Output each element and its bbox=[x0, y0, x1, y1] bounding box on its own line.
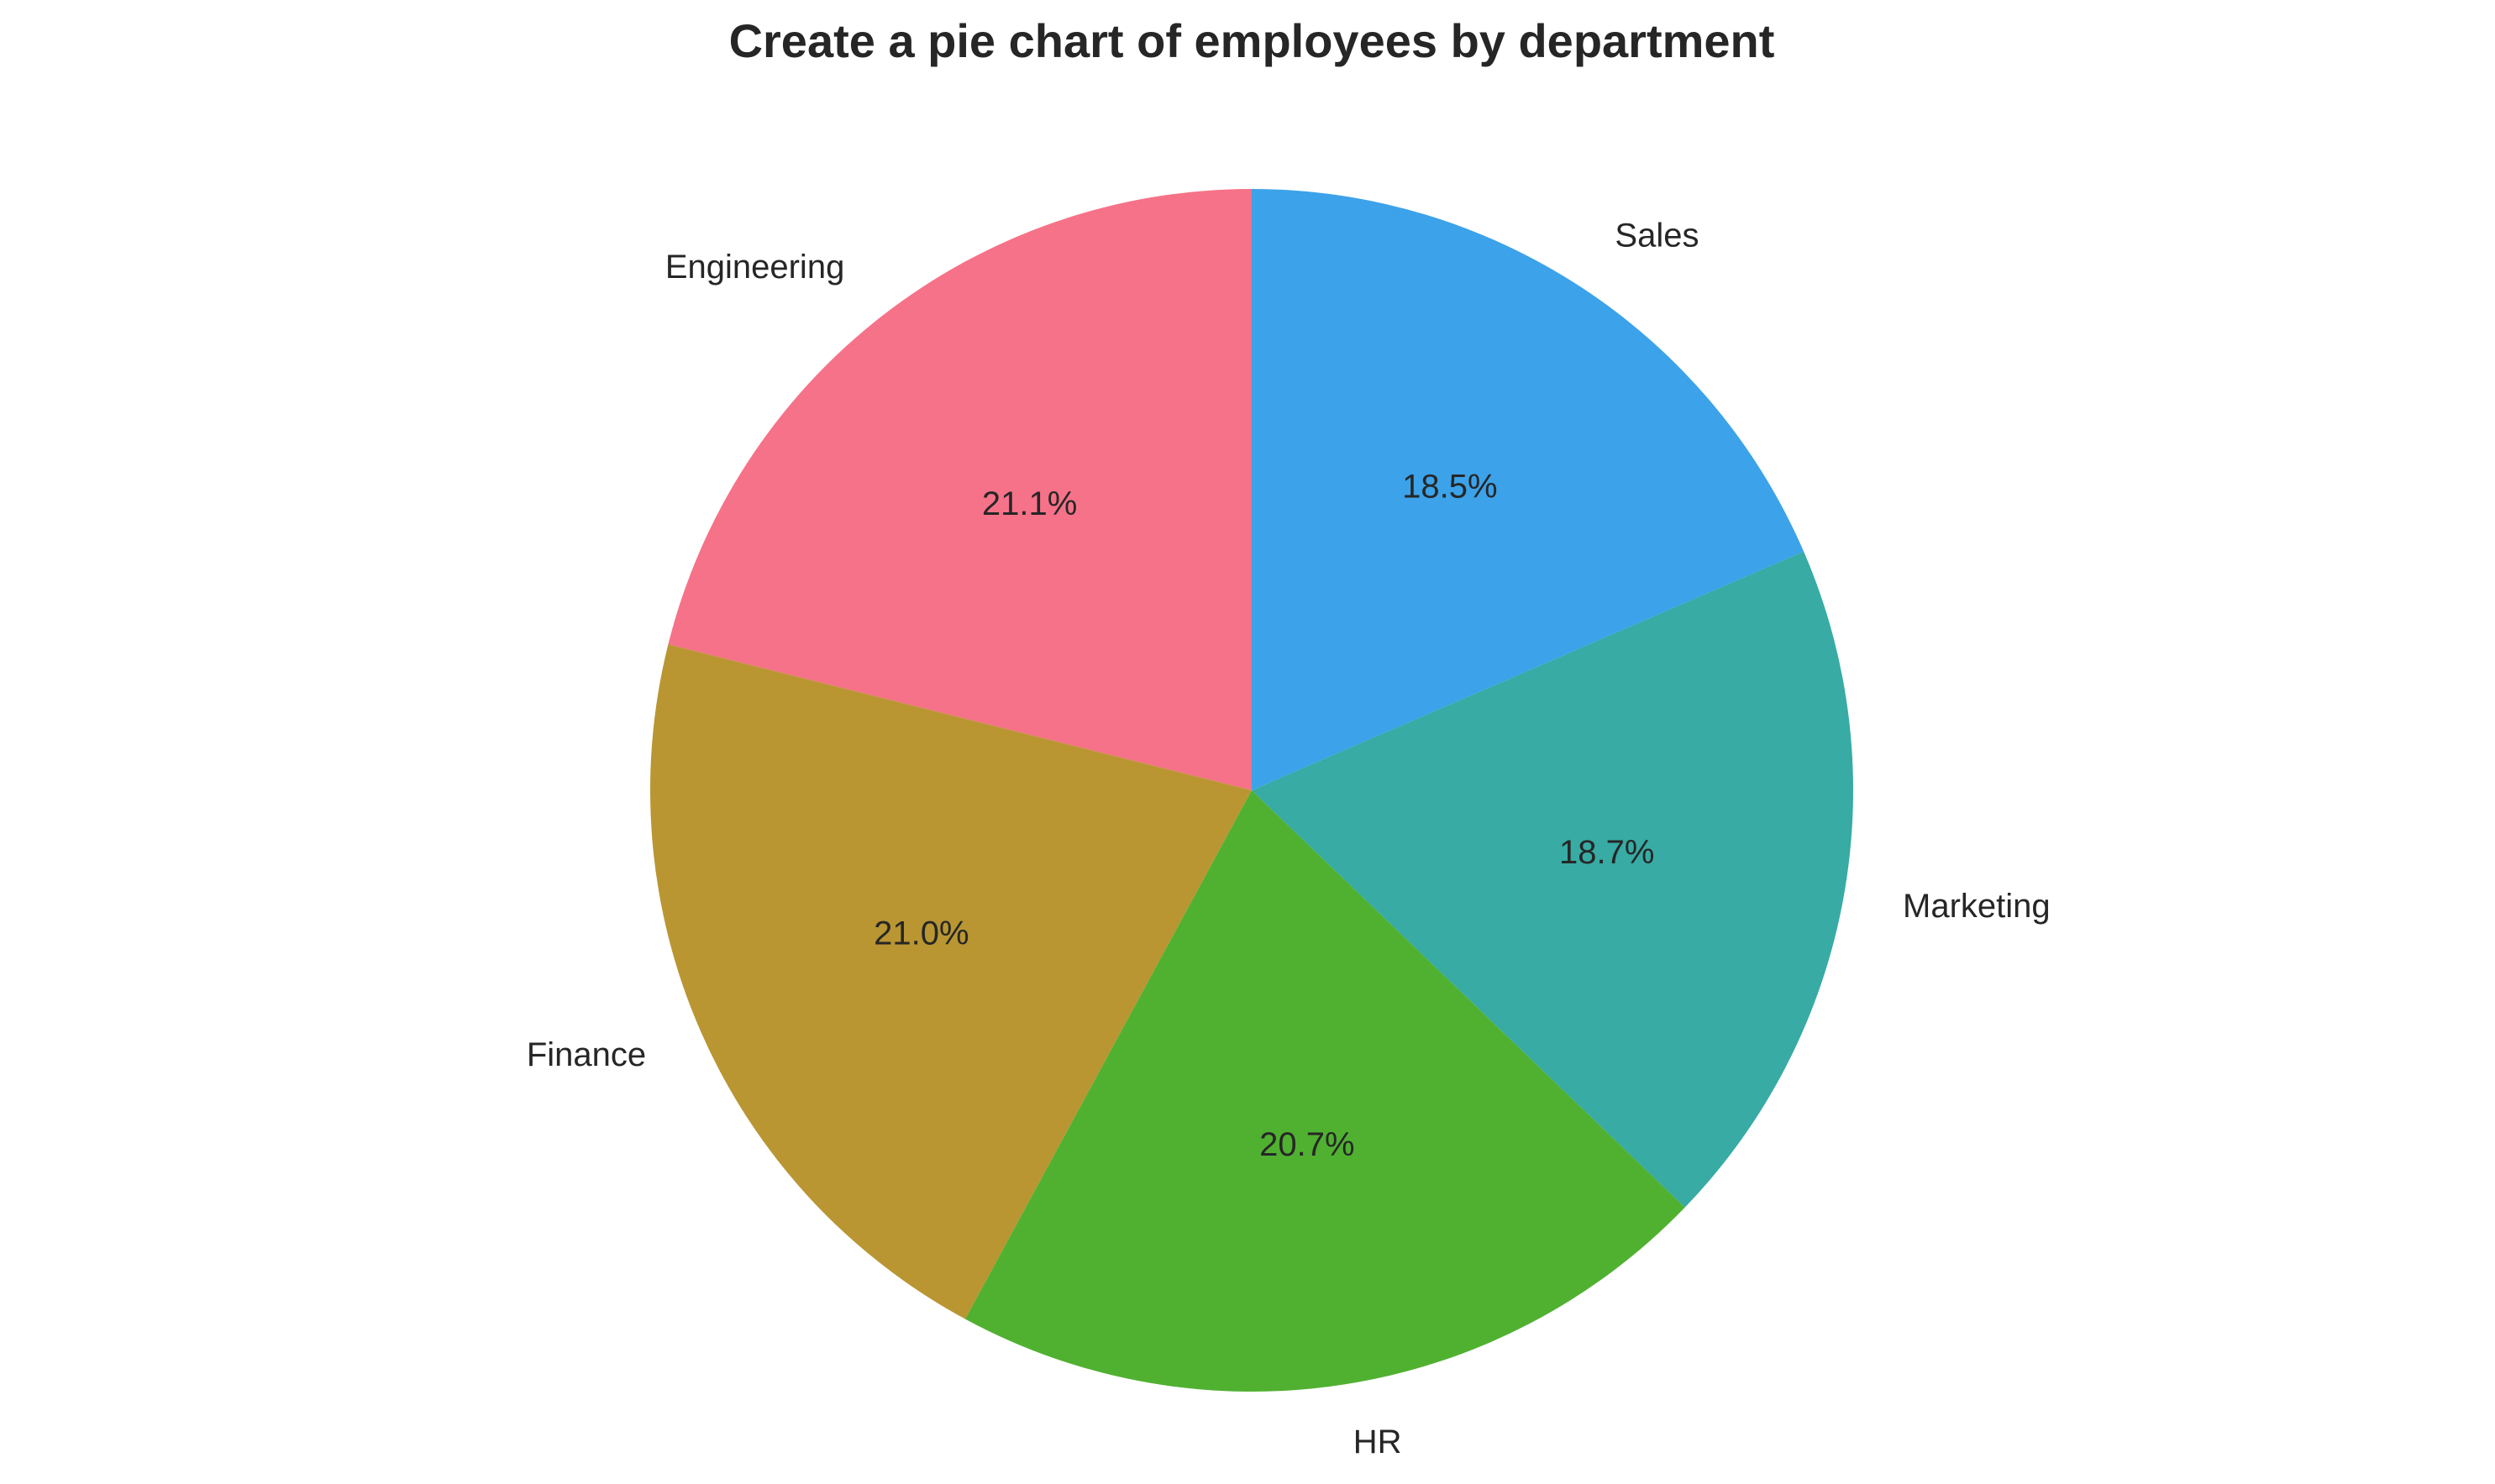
slice-label-hr: HR bbox=[1353, 1424, 1402, 1460]
slice-label-engineering: Engineering bbox=[665, 249, 845, 286]
slice-percent-marketing: 18.7% bbox=[1559, 834, 1654, 871]
slice-label-sales: Sales bbox=[1615, 217, 1699, 254]
slice-percent-sales: 18.5% bbox=[1402, 469, 1497, 506]
slice-label-finance: Finance bbox=[527, 1036, 646, 1073]
pie-slice-engineering bbox=[668, 189, 1252, 790]
slice-percent-hr: 20.7% bbox=[1259, 1126, 1354, 1163]
pie-slice-hr bbox=[965, 790, 1685, 1392]
pie-slice-finance bbox=[650, 644, 1252, 1319]
chart-title: Create a pie chart of employees by depar… bbox=[729, 14, 1775, 67]
slice-label-marketing: Marketing bbox=[1903, 888, 2051, 925]
pie-slice-sales bbox=[1252, 189, 1804, 790]
slice-percent-engineering: 21.1% bbox=[982, 485, 1077, 522]
pie-slice-marketing bbox=[1252, 551, 1853, 1208]
slice-percent-finance: 21.0% bbox=[874, 915, 969, 952]
pie-labels: Engineering 21.1% Finance 21.0% HR 20.7% Marke… bbox=[527, 217, 2051, 1460]
pie-slices bbox=[650, 189, 1853, 1392]
